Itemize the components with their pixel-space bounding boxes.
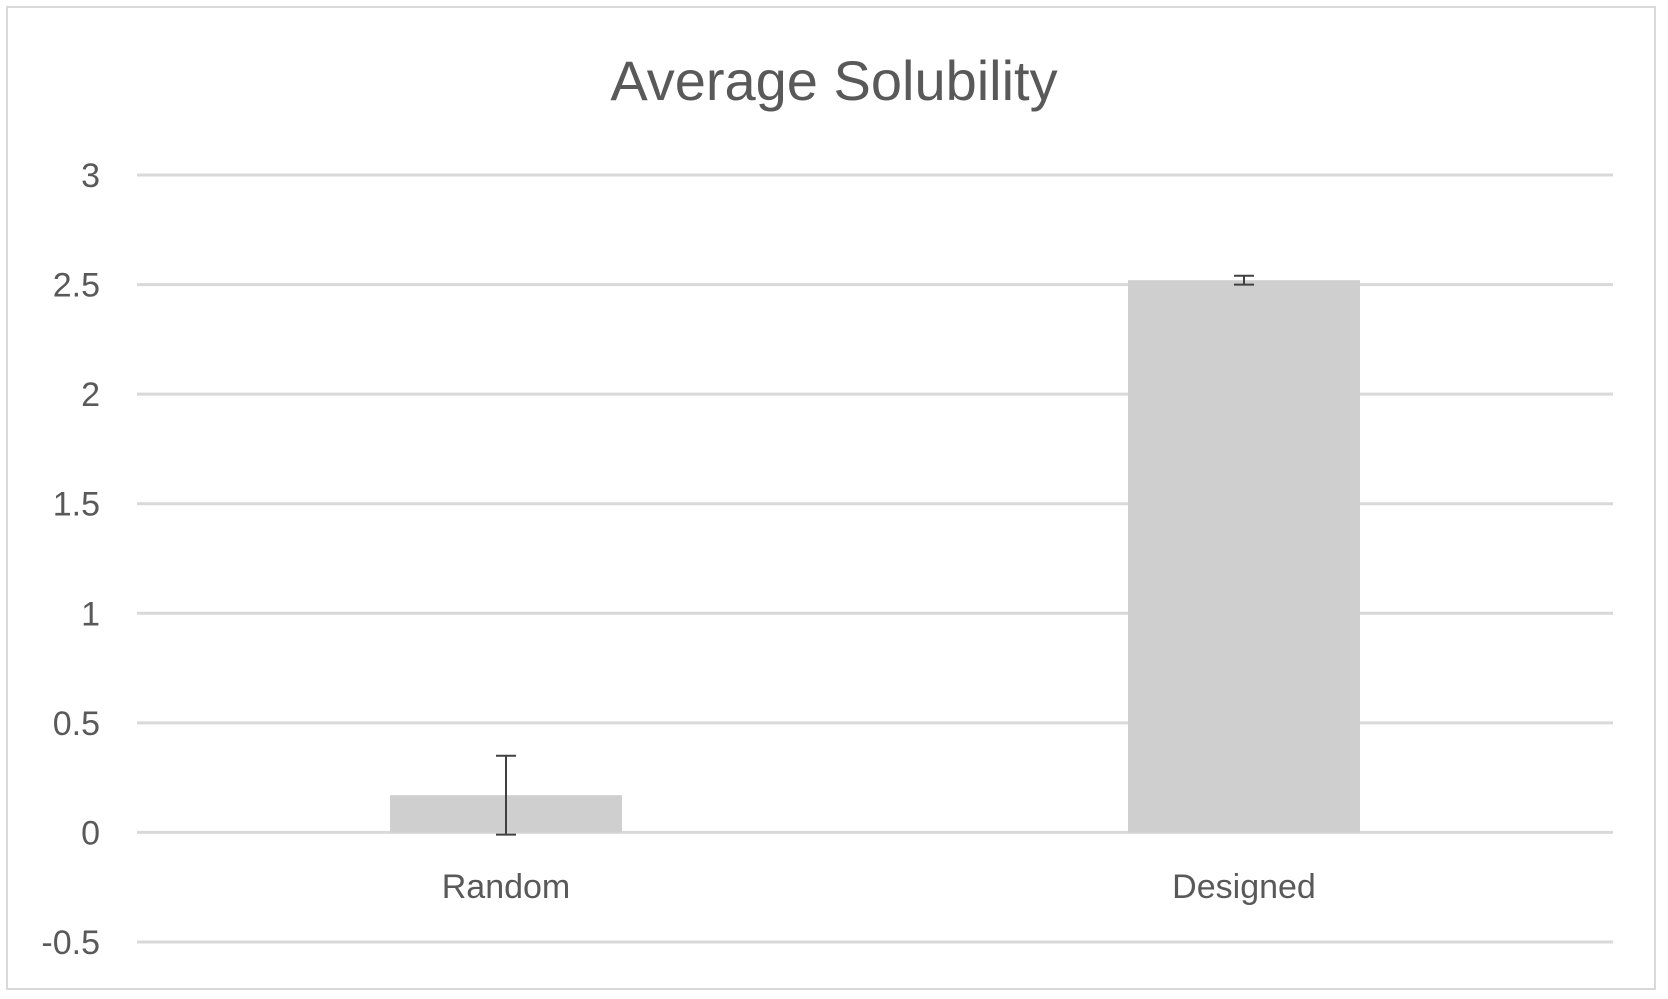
y-tick-label: 2 [81, 376, 100, 414]
y-axis-tick-labels: 3 2.5 2 1.5 1 0.5 0 -0.5 [41, 157, 100, 962]
gridlines [137, 173, 1613, 944]
error-bar-random [496, 754, 516, 836]
chart-title: Average Solubility [610, 49, 1057, 112]
category-label-random: Random [442, 868, 571, 906]
y-tick-label: 2.5 [53, 267, 100, 305]
bar-designed [1128, 280, 1360, 833]
y-tick-label: 1 [81, 595, 100, 633]
y-tick-label: 0.5 [53, 705, 100, 743]
error-bar-designed [1234, 274, 1254, 286]
bars [390, 280, 1360, 833]
y-tick-label: 0 [81, 814, 100, 852]
y-tick-label: -0.5 [41, 924, 100, 962]
y-tick-label: 3 [81, 157, 100, 195]
category-label-designed: Designed [1172, 868, 1316, 906]
x-axis-category-labels: Random Designed [442, 868, 1316, 906]
y-tick-label: 1.5 [53, 486, 100, 524]
error-bars [496, 274, 1254, 836]
chart-frame [6, 6, 1656, 990]
